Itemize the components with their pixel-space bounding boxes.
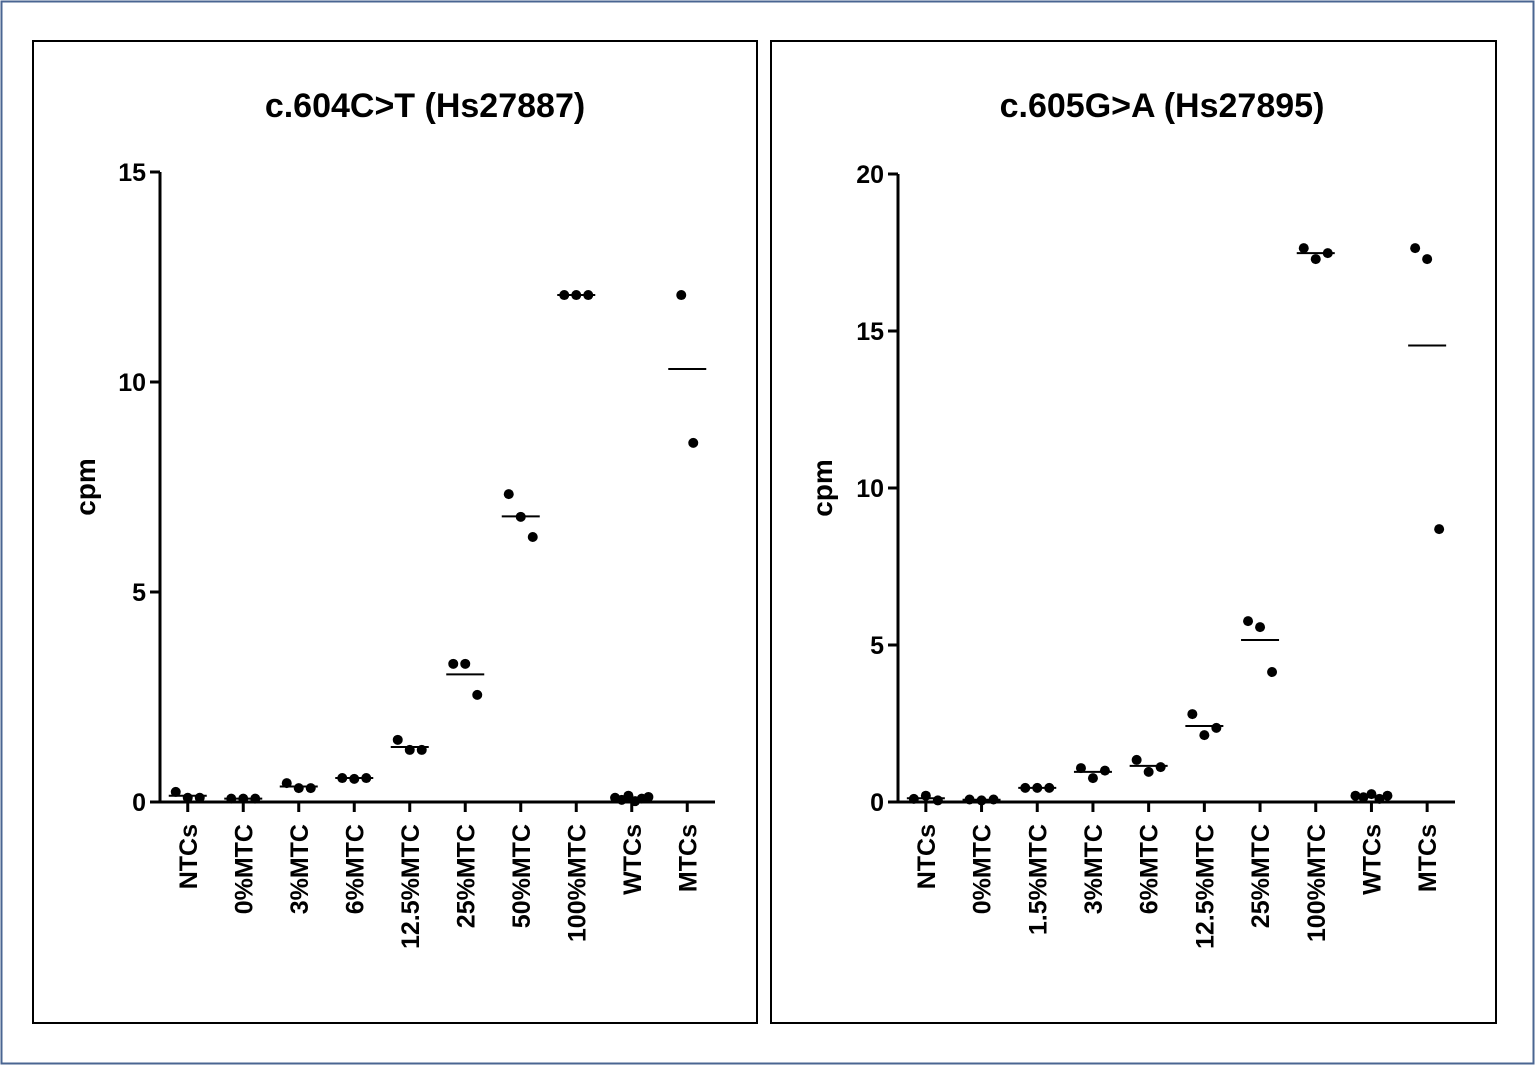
chart-title: c.605G>A (Hs27895)	[1000, 87, 1325, 125]
data-point	[1143, 766, 1154, 777]
x-tick-label: MTCs	[1414, 824, 1442, 892]
x-tick-label: NTCs	[913, 824, 941, 889]
data-point	[392, 734, 403, 745]
data-point	[194, 792, 205, 803]
y-tick-label: 15	[118, 159, 146, 187]
x-tick-label: NTCs	[175, 824, 203, 889]
y-axis-label: cpm	[807, 459, 838, 517]
x-tick-label: 6%MTC	[341, 824, 369, 914]
x-tick-label: 12.5%MTC	[1191, 824, 1219, 949]
data-point	[1199, 730, 1210, 741]
data-point	[305, 783, 316, 794]
y-tick-label: 20	[856, 161, 884, 189]
data-point	[1410, 243, 1421, 254]
x-tick-label: 1.5%MTC	[1024, 824, 1052, 935]
data-point	[1298, 243, 1309, 254]
y-tick-label: 15	[856, 318, 884, 346]
x-tick-label: WTCs	[619, 824, 647, 895]
data-point	[527, 531, 538, 542]
data-point	[1087, 773, 1098, 784]
data-point	[1099, 765, 1110, 776]
data-point	[1211, 722, 1222, 733]
x-tick-label: MTCs	[674, 824, 702, 892]
x-tick-label: 6%MTC	[1136, 824, 1164, 914]
y-tick-label: 10	[118, 369, 146, 397]
data-point	[1255, 622, 1266, 633]
data-point	[1434, 524, 1445, 535]
data-point	[1075, 763, 1086, 774]
data-point	[448, 658, 459, 669]
x-tick-label: 12.5%MTC	[397, 824, 425, 949]
x-tick-label: 3%MTC	[1080, 824, 1108, 914]
data-point	[1155, 762, 1166, 773]
x-tick-label: 25%MTC	[452, 824, 480, 928]
data-point	[472, 689, 483, 700]
data-point	[688, 437, 699, 448]
y-tick-label: 10	[856, 475, 884, 503]
x-tick-label: 0%MTC	[230, 824, 258, 914]
data-point	[1187, 709, 1198, 720]
x-tick-label: 25%MTC	[1247, 824, 1275, 928]
data-point	[623, 790, 634, 801]
data-point	[1310, 254, 1321, 265]
x-tick-label: 0%MTC	[969, 824, 997, 914]
data-point	[1243, 616, 1254, 627]
data-point	[676, 290, 687, 301]
y-tick-label: 0	[870, 789, 884, 817]
chart-title: c.604C>T (Hs27887)	[265, 87, 585, 125]
x-tick-label: WTCs	[1358, 824, 1386, 895]
y-tick-label: 5	[132, 579, 146, 607]
data-point	[293, 783, 304, 794]
data-point	[1131, 754, 1142, 765]
data-point	[182, 792, 193, 803]
data-point	[1422, 254, 1433, 265]
data-point	[460, 658, 471, 669]
data-point	[932, 795, 943, 806]
data-point	[503, 489, 514, 500]
panel	[32, 40, 758, 1024]
y-tick-label: 0	[132, 789, 146, 817]
panel	[770, 40, 1497, 1024]
x-tick-label: 100%MTC	[1303, 824, 1331, 942]
y-axis-label: cpm	[70, 458, 101, 516]
data-point	[1267, 667, 1278, 678]
data-point	[170, 786, 181, 797]
x-tick-label: 100%MTC	[563, 824, 591, 942]
y-tick-label: 5	[870, 632, 884, 660]
x-tick-label: 50%MTC	[508, 824, 536, 928]
x-tick-label: 3%MTC	[286, 824, 314, 914]
